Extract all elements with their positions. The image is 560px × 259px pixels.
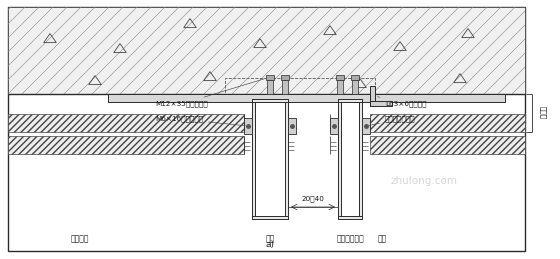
Bar [336, 75, 344, 80]
Bar [281, 75, 289, 80]
Text: 垂直间隔龙骨: 垂直间隔龙骨 [336, 234, 364, 243]
Text: 可调节: 可调节 [540, 106, 547, 120]
Text: 陶土挂板: 陶土挂板 [71, 234, 89, 243]
Bar [244, 118, 252, 134]
Bar [285, 99, 288, 219]
Bar [252, 99, 255, 219]
Bar [225, 78, 375, 98]
Bar [337, 80, 343, 94]
Bar [8, 7, 525, 94]
Text: 不锈钢连接螺钉: 不锈钢连接螺钉 [368, 116, 416, 125]
Bar [370, 86, 375, 106]
Bar [359, 99, 362, 219]
Text: M6×16不锈钢螺栓: M6×16不锈钢螺栓 [155, 116, 245, 126]
Bar [352, 80, 358, 94]
Bar [8, 136, 244, 154]
Bar [370, 114, 525, 132]
Bar [266, 75, 274, 80]
Bar [370, 101, 392, 106]
Bar [267, 80, 273, 94]
Text: zhulong.com: zhulong.com [390, 176, 457, 186]
Bar [252, 216, 288, 219]
Bar [338, 99, 341, 219]
Bar [288, 118, 296, 134]
Text: 挂件: 挂件 [377, 234, 386, 243]
Bar [8, 114, 244, 132]
Bar [108, 94, 505, 102]
Text: 20～40: 20～40 [302, 196, 324, 202]
Bar [330, 118, 338, 134]
Text: a): a) [265, 241, 274, 249]
Bar [338, 216, 362, 219]
Bar [252, 99, 288, 102]
Text: L63×6镀锌角铝: L63×6镀锌角铝 [377, 97, 427, 107]
Bar [338, 99, 362, 102]
Bar [370, 136, 525, 154]
Text: M12×35不锈钢螺栓: M12×35不锈钢螺栓 [155, 79, 264, 107]
Bar [362, 118, 370, 134]
Bar [351, 75, 359, 80]
Bar [282, 80, 288, 94]
Text: 龙骨: 龙骨 [265, 234, 274, 243]
